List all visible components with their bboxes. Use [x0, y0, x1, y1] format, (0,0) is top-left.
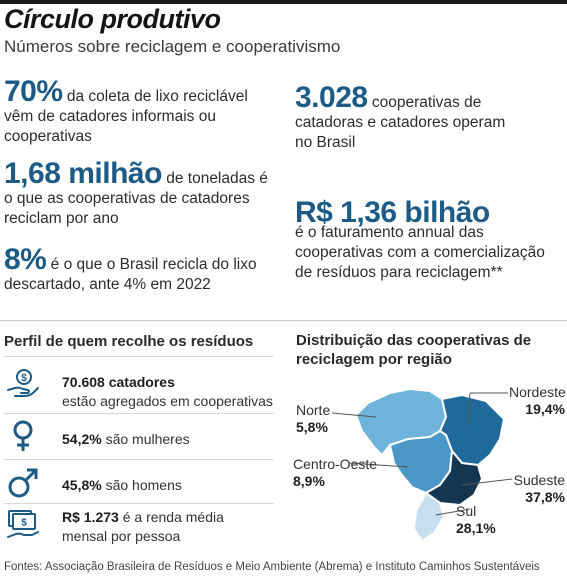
stat-toneladas: 1,68 milhão de toneladas é o que as coop…: [4, 159, 268, 229]
profile-homens-text: são homens: [105, 477, 182, 493]
stat-recicla-value: 8%: [4, 243, 47, 276]
stat-coleta-text: cooperativas: [4, 128, 92, 145]
stat-toneladas-text: reciclam por ano: [4, 210, 119, 227]
profile-row-catadores: 70.608 catadores estão agregados em coop…: [62, 373, 273, 411]
stat-recicla-text: descartado, ante 4% em 2022: [4, 276, 211, 293]
region-name: Centro-Oeste: [293, 456, 378, 472]
stat-toneladas-text: o que as cooperativas de catadores: [4, 190, 250, 207]
row-divider: [4, 413, 274, 414]
map-title-line: Distribuição das cooperativas de: [296, 332, 532, 349]
stat-cooperativas-text: no Brasil: [295, 134, 356, 151]
row-divider: [4, 356, 274, 357]
region-name: Sul: [456, 503, 477, 519]
profile-renda-value: R$ 1.273: [62, 509, 119, 525]
profile-row-homens: 45,8% são homens: [62, 476, 182, 495]
stat-toneladas-value: 1,68 milhão: [4, 157, 162, 190]
region-name: Norte: [296, 402, 331, 418]
svg-text:$: $: [21, 373, 27, 384]
profile-renda-text: mensal por pessoa: [62, 528, 181, 544]
stat-recicla: 8% é o que o Brasil recicla do lixo desc…: [4, 245, 257, 295]
male-symbol-icon: [8, 468, 38, 498]
profile-homens-value: 45,8%: [62, 477, 102, 493]
profile-title: Perfil de quem recolhe os resíduos: [4, 333, 254, 350]
profile-renda-text: é a renda média: [122, 509, 224, 525]
map-label-sudeste: Sudeste 37,8%: [509, 472, 565, 506]
row-divider: [4, 503, 274, 504]
page-subtitle: Números sobre reciclagem e cooperativism…: [4, 37, 341, 56]
map-label-sul: Sul 28,1%: [456, 503, 496, 537]
map-title: Distribuição das cooperativas de recicla…: [296, 331, 531, 369]
row-divider: [4, 459, 274, 460]
page-title: Círculo produtivo: [4, 4, 221, 34]
stat-faturamento: R$ 1,36 bilhão é o faturamento annual da…: [295, 196, 545, 283]
region-value: 5,8%: [296, 419, 328, 435]
map-label-centro-oeste: Centro-Oeste 8,9%: [293, 456, 377, 490]
female-symbol-icon: [13, 420, 33, 451]
sources-footer: Fontes: Associação Brasileira de Resíduo…: [4, 561, 540, 573]
region-sudeste: [424, 448, 484, 507]
stat-faturamento-text: cooperativas com a comercialização: [295, 244, 545, 261]
region-name: Sudeste: [513, 472, 565, 488]
stat-coleta-text: vêm de catadores informais ou: [4, 108, 216, 125]
profile-row-mulheres: 54,2% são mulheres: [62, 430, 190, 449]
stat-cooperativas: 3.028 cooperativas de catadoras e catado…: [295, 83, 506, 153]
top-rule: [0, 0, 567, 4]
stat-faturamento-text: é o faturamento annual das: [295, 224, 484, 241]
profile-mulheres-value: 54,2%: [62, 431, 102, 447]
brazil-map: [331, 387, 513, 543]
profile-mulheres-text: são mulheres: [105, 431, 190, 447]
profile-catadores-text: estão agregados em cooperativas: [62, 393, 273, 409]
money-bill-icon: $: [7, 510, 39, 538]
svg-text:$: $: [21, 518, 27, 529]
stat-coleta: 70% da coleta de lixo reciclável vêm de …: [4, 77, 248, 147]
stat-coleta-text: da coleta de lixo reciclável: [66, 88, 248, 105]
region-sul: [412, 491, 446, 543]
map-title-line: reciclagem por região: [296, 351, 452, 368]
stat-cooperativas-text: cooperativas de: [371, 94, 482, 111]
region-value: 28,1%: [456, 520, 496, 536]
map-label-nordeste: Nordeste 19,4%: [509, 384, 566, 418]
stat-cooperativas-text: catadoras e catadores operam: [295, 114, 506, 131]
region-name: Nordeste: [509, 384, 566, 400]
region-value: 19,4%: [525, 401, 565, 417]
region-value: 8,9%: [293, 473, 325, 489]
profile-catadores-value: 70.608 catadores: [62, 374, 175, 390]
stat-cooperativas-value: 3.028: [295, 81, 368, 114]
stat-coleta-value: 70%: [4, 75, 63, 108]
stat-recicla-text: é o que o Brasil recicla do lixo: [50, 256, 257, 273]
stat-faturamento-value: R$ 1,36 bilhão: [295, 196, 490, 229]
profile-row-renda: R$ 1.273 é a renda média mensal por pess…: [62, 508, 224, 546]
hand-coins-icon: $: [7, 369, 39, 397]
stat-faturamento-text: de resíduos para reciclagem**: [295, 264, 503, 281]
stat-toneladas-text: de toneladas é: [166, 170, 268, 187]
region-value: 37,8%: [525, 489, 565, 505]
map-label-norte: Norte 5,8%: [296, 402, 330, 436]
section-divider: [0, 320, 567, 321]
